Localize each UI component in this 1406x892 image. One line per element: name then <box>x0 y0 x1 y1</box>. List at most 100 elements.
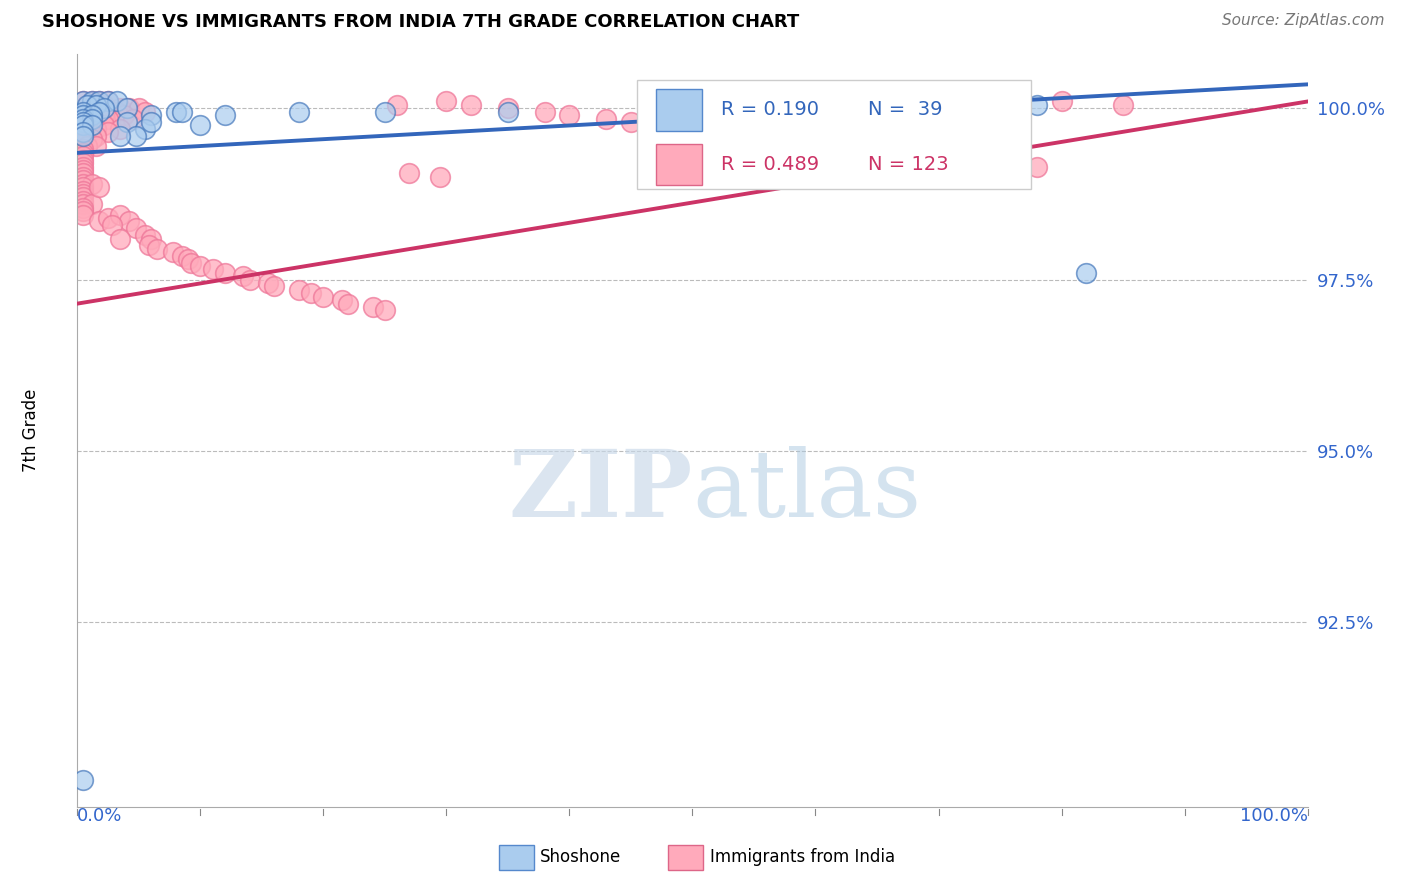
Text: 0.0%: 0.0% <box>77 807 122 825</box>
Point <box>76 98 98 112</box>
FancyBboxPatch shape <box>637 80 1031 189</box>
Point <box>180 255 202 269</box>
Text: ZIP: ZIP <box>508 446 693 536</box>
Point <box>84 139 107 153</box>
Point <box>110 101 132 115</box>
Text: atlas: atlas <box>693 446 922 536</box>
Point <box>97 95 120 109</box>
Point <box>190 259 212 273</box>
Point <box>288 283 311 297</box>
Point <box>82 95 104 109</box>
Point <box>93 119 115 133</box>
Point <box>72 128 94 143</box>
Text: Immigrants from India: Immigrants from India <box>710 848 896 866</box>
Bar <box>655 144 703 186</box>
Point <box>361 300 384 314</box>
Point <box>82 119 104 133</box>
Point <box>72 177 94 191</box>
Point <box>1112 98 1135 112</box>
Point <box>134 228 156 243</box>
Point <box>84 98 107 112</box>
Text: Shoshone: Shoshone <box>540 848 621 866</box>
Point <box>387 98 409 112</box>
Point <box>112 108 135 122</box>
Point <box>110 208 132 222</box>
Text: R = 0.489: R = 0.489 <box>721 155 818 174</box>
Point <box>115 115 138 129</box>
Point <box>72 132 94 146</box>
Point <box>146 242 169 256</box>
Point <box>657 119 679 133</box>
Point <box>496 104 519 119</box>
Point <box>72 208 94 222</box>
Point <box>93 108 115 122</box>
Point <box>93 101 115 115</box>
Point <box>72 95 94 109</box>
Point <box>72 160 94 174</box>
Point <box>76 139 98 153</box>
Point <box>72 136 94 150</box>
Point <box>97 95 120 109</box>
Point <box>337 296 360 310</box>
Point <box>82 112 104 126</box>
Point <box>82 112 104 126</box>
Point <box>141 115 163 129</box>
Point <box>72 101 94 115</box>
Point <box>706 104 728 119</box>
Point <box>72 119 94 133</box>
Point <box>72 173 94 187</box>
Point <box>110 128 132 143</box>
Point <box>170 249 193 263</box>
Point <box>105 95 128 109</box>
Point <box>134 122 156 136</box>
Point <box>105 104 128 119</box>
Point <box>72 115 94 129</box>
Point <box>239 272 262 286</box>
Text: SHOSHONE VS IMMIGRANTS FROM INDIA 7TH GRADE CORRELATION CHART: SHOSHONE VS IMMIGRANTS FROM INDIA 7TH GR… <box>42 13 800 31</box>
Point <box>1050 95 1073 109</box>
Point <box>214 266 236 280</box>
Point <box>780 132 803 146</box>
Point <box>804 136 827 150</box>
Point <box>988 156 1011 170</box>
Point <box>84 98 107 112</box>
Point <box>330 293 353 308</box>
Point <box>72 169 94 184</box>
Point <box>952 153 974 167</box>
Point <box>72 112 94 126</box>
Point <box>841 139 863 153</box>
Point <box>299 286 322 301</box>
Point <box>134 104 156 119</box>
Point <box>595 112 617 126</box>
Point <box>1076 266 1098 280</box>
Point <box>620 115 643 129</box>
Point <box>79 125 101 139</box>
Point <box>742 128 765 143</box>
Point <box>72 163 94 178</box>
Point <box>101 218 124 232</box>
Point <box>429 169 451 184</box>
Point <box>1026 160 1049 174</box>
Point <box>170 104 193 119</box>
Point <box>72 143 94 157</box>
Point <box>72 772 94 787</box>
Point <box>97 112 120 126</box>
Point <box>141 231 163 245</box>
Point <box>72 190 94 204</box>
Point <box>89 95 111 109</box>
Point <box>118 214 141 228</box>
Point <box>214 108 236 122</box>
Point <box>201 262 224 277</box>
Point <box>558 108 581 122</box>
Point <box>72 184 94 198</box>
Text: R = 0.190: R = 0.190 <box>721 101 818 120</box>
Point <box>232 269 254 284</box>
Point <box>928 149 950 163</box>
Point <box>72 128 94 143</box>
Point <box>257 276 280 290</box>
Point <box>82 177 104 191</box>
Point <box>312 290 335 304</box>
Point <box>460 98 482 112</box>
Bar <box>655 89 703 131</box>
Point <box>72 201 94 215</box>
